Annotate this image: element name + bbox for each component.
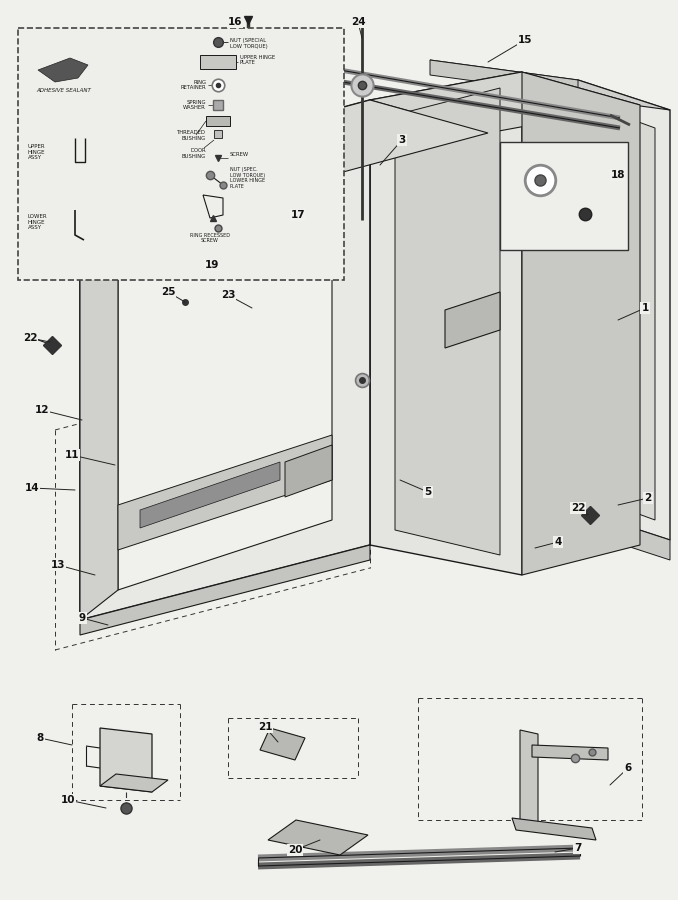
- Bar: [214, 130, 222, 138]
- Text: UPPER HINGE
PLATE: UPPER HINGE PLATE: [240, 55, 275, 66]
- Text: 10: 10: [61, 795, 75, 805]
- Polygon shape: [285, 445, 332, 497]
- Text: 22: 22: [571, 503, 585, 513]
- Text: 22: 22: [23, 333, 37, 343]
- Text: UPPER
HINGE
ASSY: UPPER HINGE ASSY: [28, 144, 45, 160]
- Polygon shape: [100, 774, 168, 792]
- Text: 16: 16: [228, 17, 242, 27]
- Polygon shape: [80, 100, 370, 620]
- Polygon shape: [118, 435, 332, 550]
- Bar: [200, 55, 236, 69]
- Polygon shape: [370, 72, 640, 133]
- Polygon shape: [118, 138, 332, 590]
- Polygon shape: [532, 745, 608, 760]
- Text: 21: 21: [258, 722, 273, 732]
- Polygon shape: [430, 60, 578, 95]
- Text: 17: 17: [291, 210, 305, 220]
- Polygon shape: [592, 105, 655, 520]
- Text: 12: 12: [35, 405, 49, 415]
- Polygon shape: [578, 510, 670, 560]
- Polygon shape: [260, 728, 305, 760]
- Text: LOWER
HINGE
ASSY: LOWER HINGE ASSY: [28, 213, 47, 230]
- Polygon shape: [395, 88, 500, 555]
- Text: 5: 5: [424, 487, 432, 497]
- Bar: [206, 116, 230, 126]
- Text: SCREW: SCREW: [230, 152, 249, 158]
- Polygon shape: [578, 80, 670, 540]
- Text: 24: 24: [351, 17, 365, 27]
- Text: 18: 18: [611, 170, 625, 180]
- Polygon shape: [100, 728, 152, 792]
- Text: 6: 6: [624, 763, 632, 773]
- Text: 23: 23: [221, 290, 235, 300]
- Text: 3: 3: [399, 135, 405, 145]
- Text: RING RECESSED
SCREW: RING RECESSED SCREW: [190, 232, 230, 243]
- Polygon shape: [445, 292, 500, 348]
- Text: 11: 11: [65, 450, 79, 460]
- Text: THREADED
BUSHING: THREADED BUSHING: [177, 130, 206, 140]
- Bar: [500, 142, 628, 250]
- Polygon shape: [522, 72, 640, 575]
- Text: 2: 2: [644, 493, 652, 503]
- Text: RING
RETAINER: RING RETAINER: [180, 79, 206, 90]
- Polygon shape: [512, 818, 596, 840]
- Text: 20: 20: [287, 845, 302, 855]
- Polygon shape: [430, 60, 670, 110]
- Text: NUT (SPEC.
LOW TORQUE)
LOWER HINGE
PLATE: NUT (SPEC. LOW TORQUE) LOWER HINGE PLATE: [230, 166, 265, 189]
- Text: 7: 7: [574, 843, 582, 853]
- Text: NUT (SPECIAL
LOW TORQUE): NUT (SPECIAL LOW TORQUE): [230, 38, 268, 49]
- Polygon shape: [140, 462, 280, 528]
- Polygon shape: [268, 820, 368, 855]
- Text: ADHESIVE SEALANT: ADHESIVE SEALANT: [36, 88, 91, 93]
- Text: 19: 19: [205, 260, 219, 270]
- Text: DOOR
BUSHING: DOOR BUSHING: [182, 148, 206, 158]
- Text: 15: 15: [518, 35, 532, 45]
- Text: 13: 13: [51, 560, 65, 570]
- Text: 25: 25: [161, 287, 175, 297]
- Polygon shape: [520, 730, 538, 825]
- Text: 1: 1: [641, 303, 649, 313]
- Text: 8: 8: [37, 733, 43, 743]
- Polygon shape: [38, 58, 88, 82]
- Text: 9: 9: [79, 613, 85, 623]
- Text: 14: 14: [24, 483, 39, 493]
- Polygon shape: [370, 72, 522, 575]
- Text: SPRING
WASHER: SPRING WASHER: [183, 100, 206, 111]
- Polygon shape: [80, 100, 488, 211]
- Polygon shape: [80, 178, 118, 620]
- Polygon shape: [80, 545, 370, 635]
- Bar: [18, 28, 344, 280]
- Text: 4: 4: [555, 537, 561, 547]
